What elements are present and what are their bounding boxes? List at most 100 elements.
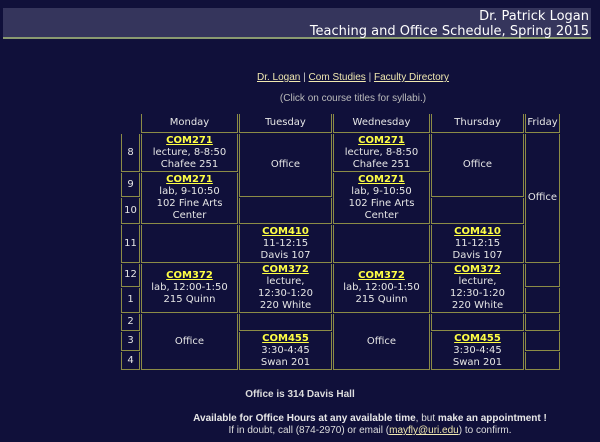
availability-text: , but xyxy=(415,413,438,424)
slot-text: lecture, 8-8:50 xyxy=(152,146,227,158)
slot-text: lab, 12:00-1:50 xyxy=(151,282,228,293)
schedule-table: Monday Tuesday Wednesday Thursday Friday… xyxy=(120,113,561,371)
slot-text: lab, 12:00-1:50 xyxy=(343,282,420,293)
slot-text: 12:30-1:20 xyxy=(450,288,505,299)
slot-text: 215 Quinn xyxy=(355,294,408,305)
hour-label: 2 xyxy=(121,314,140,331)
day-header: Tuesday xyxy=(239,114,332,133)
hour-label: 8 xyxy=(121,134,140,172)
hour-label: 11 xyxy=(121,225,140,263)
contact-text: If in doubt, call (874-2970) or email ( xyxy=(228,425,390,436)
course-link[interactable]: COM410 xyxy=(454,225,501,237)
course-link[interactable]: COM410 xyxy=(262,225,309,237)
course-link[interactable]: COM455 xyxy=(454,332,501,344)
email-link[interactable]: mayfly@uri.edu xyxy=(389,425,459,436)
day-header: Monday xyxy=(141,114,238,133)
slot-empty xyxy=(431,314,524,331)
slot-empty xyxy=(239,314,332,331)
course-link[interactable]: COM372 xyxy=(358,270,405,281)
availability-note: Available for Office Hours at any availa… xyxy=(0,413,600,437)
course-link[interactable]: COM271 xyxy=(358,134,405,146)
slot-text: lab, 9-10:50 xyxy=(159,186,220,197)
course-link[interactable]: COM372 xyxy=(262,264,309,275)
slot-com271-lecture: COM271 lecture, 8-8:50 Chafee 251 xyxy=(141,134,238,172)
page-title: Teaching and Office Schedule, Spring 201… xyxy=(309,24,589,39)
slot-text: 215 Quinn xyxy=(163,294,216,305)
link-com-studies[interactable]: Com Studies xyxy=(308,72,366,83)
slot-text: 220 White xyxy=(451,300,504,311)
page-header: Dr. Patrick Logan Teaching and Office Sc… xyxy=(3,8,591,39)
course-link[interactable]: COM372 xyxy=(454,264,501,275)
slot-text: Chafee 251 xyxy=(160,158,219,170)
link-faculty-directory[interactable]: Faculty Directory xyxy=(373,72,449,83)
slot-office: Office xyxy=(333,314,430,370)
hour-label: 10 xyxy=(121,198,140,224)
corner xyxy=(121,114,140,133)
day-header: Friday xyxy=(525,114,560,133)
course-link[interactable]: COM372 xyxy=(166,270,213,281)
slot-empty xyxy=(525,332,560,351)
slot-text: Davis 107 xyxy=(452,249,503,261)
slot-com455: COM455 3:30-4:45 Swan 201 xyxy=(431,332,524,370)
slot-text: lecture, xyxy=(458,276,497,287)
day-header: Thursday xyxy=(431,114,524,133)
slot-text: Swan 201 xyxy=(260,356,311,368)
course-link[interactable]: COM455 xyxy=(262,332,309,344)
hour-label: 4 xyxy=(121,352,140,370)
contact-text: ) to confirm. xyxy=(458,425,512,436)
course-link[interactable]: COM271 xyxy=(166,174,213,185)
hour-label: 9 xyxy=(121,173,140,197)
slot-text: 12:30-1:20 xyxy=(258,288,313,299)
slot-com372-lecture: COM372 lecture, 12:30-1:20 220 White xyxy=(239,264,332,313)
slot-text: 11-12:15 xyxy=(262,237,309,249)
professor-name: Dr. Patrick Logan xyxy=(479,9,589,24)
slot-office: Office xyxy=(431,134,524,197)
availability-text: Available for Office Hours at any availa… xyxy=(193,413,416,424)
separator: | xyxy=(368,72,372,83)
slot-empty xyxy=(525,352,560,370)
hour-label: 12 xyxy=(121,264,140,288)
nav-links: Dr. Logan | Com Studies | Faculty Direct… xyxy=(0,72,600,83)
slot-com372-lab: COM372 lab, 12:00-1:50 215 Quinn xyxy=(333,264,430,313)
day-header: Wednesday xyxy=(333,114,430,133)
slot-text: Center xyxy=(172,210,207,221)
slot-com410: COM410 11-12:15 Davis 107 xyxy=(431,225,524,263)
slot-text: 220 White xyxy=(259,300,312,311)
slot-com455: COM455 3:30-4:45 Swan 201 xyxy=(239,332,332,370)
slot-text: 11-12:15 xyxy=(454,237,501,249)
slot-com271-lab: COM271 lab, 9-10:50 102 Fine Arts Center xyxy=(141,173,238,224)
course-link[interactable]: COM271 xyxy=(166,134,213,146)
slot-text: 3:30-4:45 xyxy=(261,344,310,356)
slot-com372-lecture: COM372 lecture, 12:30-1:20 220 White xyxy=(431,264,524,313)
syllabi-note: (Click on course titles for syllabi.) xyxy=(279,93,427,104)
slot-text: lecture, xyxy=(266,276,305,287)
slot-text: Swan 201 xyxy=(452,356,503,368)
slot-empty xyxy=(141,225,238,263)
separator: | xyxy=(303,72,306,83)
link-dr-logan[interactable]: Dr. Logan xyxy=(257,72,301,83)
slot-office: Office xyxy=(525,134,560,263)
slot-text: Davis 107 xyxy=(260,249,311,261)
slot-empty xyxy=(525,264,560,288)
slot-office: Office xyxy=(141,314,238,370)
slot-com271-lab: COM271 lab, 9-10:50 102 Fine Arts Center xyxy=(333,173,430,224)
hour-label: 3 xyxy=(121,332,140,351)
slot-empty xyxy=(525,288,560,313)
slot-text: Chafee 251 xyxy=(352,158,411,170)
slot-empty xyxy=(525,314,560,331)
slot-com271-lecture: COM271 lecture, 8-8:50 Chafee 251 xyxy=(333,134,430,172)
slot-com410: COM410 11-12:15 Davis 107 xyxy=(239,225,332,263)
appointment-text: make an appointment ! xyxy=(437,413,547,424)
slot-text: 102 Fine Arts xyxy=(156,198,223,209)
course-link[interactable]: COM271 xyxy=(358,174,405,185)
slot-empty xyxy=(239,198,332,224)
office-location: Office is 314 Davis Hall xyxy=(245,389,355,400)
slot-text: Center xyxy=(364,210,399,221)
slot-text: 102 Fine Arts xyxy=(348,198,415,209)
slot-office: Office xyxy=(239,134,332,197)
slot-com372-lab: COM372 lab, 12:00-1:50 215 Quinn xyxy=(141,264,238,313)
slot-text: lecture, 8-8:50 xyxy=(344,146,419,158)
slot-empty xyxy=(333,225,430,263)
slot-empty xyxy=(431,198,524,224)
slot-text: 3:30-4:45 xyxy=(453,344,502,356)
